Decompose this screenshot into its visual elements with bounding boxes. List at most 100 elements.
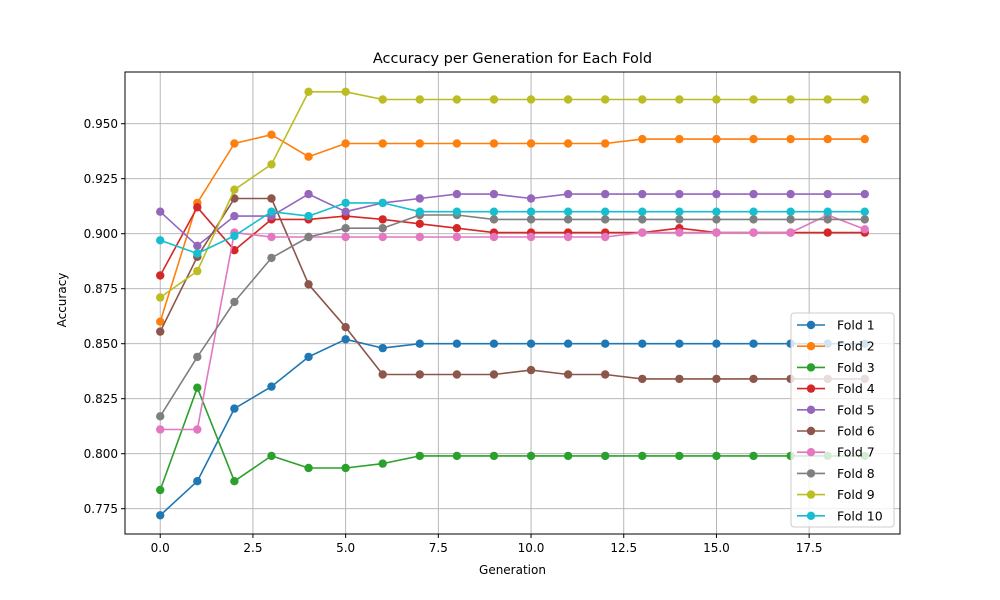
legend-label: Fold 1 <box>837 318 875 333</box>
data-point <box>601 232 610 242</box>
data-point <box>601 339 610 348</box>
legend-item: Fold 9 <box>797 487 875 502</box>
data-point <box>638 215 647 224</box>
y-tick-label: 0.800 <box>84 447 118 461</box>
data-point <box>378 370 387 379</box>
data-point <box>341 224 350 233</box>
data-point <box>638 207 647 216</box>
data-point <box>304 211 313 221</box>
legend-label: Fold 6 <box>837 424 875 439</box>
data-point <box>415 219 424 228</box>
data-point <box>638 228 647 237</box>
x-axis-label: Generation <box>479 563 546 577</box>
data-point <box>786 189 795 199</box>
data-point <box>823 95 832 104</box>
data-point <box>860 225 869 234</box>
legend-item: Fold 6 <box>797 424 875 439</box>
data-point <box>823 134 832 144</box>
data-point <box>304 152 313 161</box>
series-9 <box>156 87 869 302</box>
x-tick-label: 15.0 <box>703 541 730 555</box>
data-point <box>823 207 832 216</box>
data-point <box>415 370 424 379</box>
y-tick-label: 0.900 <box>84 227 118 241</box>
data-point <box>675 134 684 144</box>
data-point <box>489 215 499 224</box>
data-point <box>638 339 647 348</box>
legend-label: Fold 2 <box>837 339 875 354</box>
data-point <box>675 215 684 224</box>
data-point <box>638 95 647 104</box>
y-tick-label: 0.825 <box>84 392 118 406</box>
data-point <box>378 198 387 208</box>
data-point <box>712 134 721 144</box>
data-point <box>378 224 387 233</box>
data-point <box>563 339 573 348</box>
data-point <box>415 451 424 461</box>
data-point <box>712 339 721 348</box>
data-point <box>156 207 165 216</box>
data-point <box>712 451 721 461</box>
data-point <box>526 339 536 348</box>
series-2 <box>156 130 869 326</box>
data-point <box>601 189 610 199</box>
data-point <box>526 95 536 104</box>
legend-item: Fold 1 <box>797 318 875 333</box>
data-point <box>230 194 239 203</box>
data-point <box>304 87 313 97</box>
series-10 <box>156 198 869 258</box>
data-point <box>563 139 573 148</box>
data-point <box>415 194 424 203</box>
x-tick-label: 0.0 <box>151 541 170 555</box>
data-point <box>415 339 424 348</box>
data-point <box>341 139 350 148</box>
legend-swatch-marker <box>806 448 816 457</box>
data-point <box>786 215 795 224</box>
series-line <box>159 91 865 299</box>
data-point <box>193 477 202 486</box>
data-point <box>378 232 387 242</box>
data-point <box>675 95 684 104</box>
data-point <box>452 207 462 216</box>
data-point <box>526 207 536 216</box>
data-point <box>230 297 239 307</box>
data-point <box>415 95 424 104</box>
data-point <box>489 139 499 148</box>
data-point <box>749 215 758 224</box>
data-point <box>304 280 313 289</box>
data-point <box>193 241 202 250</box>
data-point <box>749 451 758 461</box>
data-point <box>156 271 165 280</box>
legend-swatch-marker <box>806 511 816 520</box>
data-point <box>156 425 165 434</box>
data-point <box>341 335 350 344</box>
data-point <box>786 228 795 237</box>
data-point <box>563 232 573 242</box>
legend-swatch-marker <box>806 320 816 330</box>
legend-swatch-marker <box>806 426 816 436</box>
data-point <box>563 215 573 224</box>
data-point <box>378 95 387 104</box>
data-point <box>304 463 313 473</box>
legend-label: Fold 3 <box>837 360 875 375</box>
legend-swatch-marker <box>806 469 816 478</box>
data-point <box>489 232 499 242</box>
data-point <box>489 189 499 199</box>
legend-item: Fold 3 <box>797 360 875 375</box>
series-line <box>159 338 865 516</box>
legend-item: Fold 4 <box>797 381 875 396</box>
data-point <box>230 246 239 255</box>
data-point <box>267 160 276 169</box>
data-point <box>341 87 350 97</box>
data-point <box>526 232 536 242</box>
data-point <box>230 211 239 221</box>
data-point <box>304 232 313 242</box>
data-point <box>526 194 536 203</box>
data-point <box>156 293 165 302</box>
data-point <box>341 198 350 208</box>
series-line <box>159 133 865 322</box>
legend-swatch-marker <box>806 342 816 351</box>
data-point <box>378 215 387 224</box>
y-tick-label: 0.875 <box>84 282 118 296</box>
